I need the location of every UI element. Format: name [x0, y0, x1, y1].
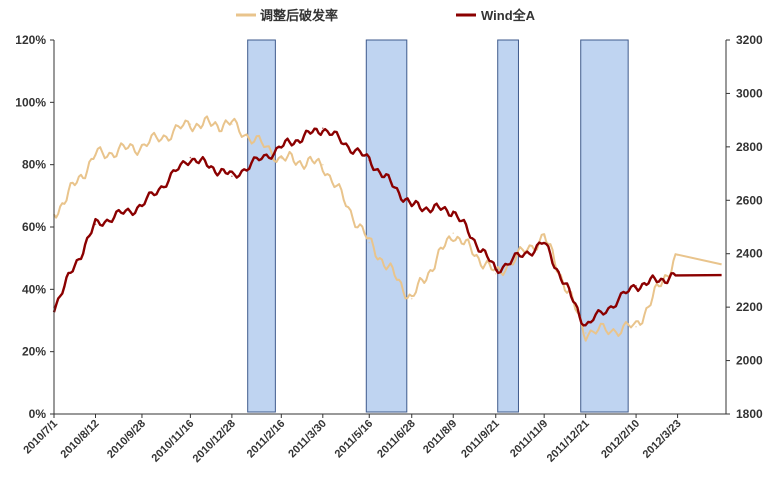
x-tick-label: 2012/3/23	[641, 418, 684, 461]
legend-label-1: 调整后破发率	[260, 8, 338, 23]
y-right-tick-label: 2600	[736, 193, 763, 207]
x-tick-label: 2010/7/1	[21, 418, 60, 457]
y-right-tick-label: 2000	[736, 354, 763, 368]
data-point-s1-8	[410, 297, 413, 300]
data-point-s1-10	[494, 272, 497, 275]
x-tick-label: 2011/5/16	[333, 418, 376, 461]
data-point-s2-12	[584, 325, 587, 327]
data-point-s2-14	[676, 274, 679, 276]
data-point-s1-13	[635, 325, 637, 328]
shaded-region-2	[365, 39, 408, 413]
y-right-tick-label: 3000	[736, 86, 763, 100]
data-point-s1-11	[543, 235, 545, 238]
y-left-tick-label: 80%	[22, 158, 46, 172]
data-point-s1-1	[94, 154, 97, 157]
y-right-tick-label: 2400	[736, 247, 763, 261]
x-tick-label: 2010/9/28	[105, 418, 148, 461]
shaded-regions	[247, 39, 629, 413]
y-left-tick-label: 120%	[15, 33, 46, 47]
data-point-s2-13	[635, 284, 637, 287]
y-right-tick-label: 1800	[736, 407, 763, 421]
data-point-s1-7	[368, 241, 371, 244]
data-point-s1-6	[322, 163, 324, 166]
x-tick-label: 2012/2/10	[599, 418, 642, 461]
data-point-s2-5	[280, 146, 283, 148]
y-left-tick-label: 100%	[15, 95, 46, 109]
data-point-s1-12	[584, 332, 587, 334]
x-tick-label: 2011/8/9	[421, 418, 459, 456]
data-point-s2-9	[452, 210, 455, 212]
data-point-s1-3	[189, 123, 192, 125]
data-point-s2-10	[494, 268, 497, 271]
data-point-s1-4	[231, 123, 233, 125]
shaded-region-3	[497, 39, 519, 413]
x-tick-label: 2010/11/16	[150, 418, 197, 465]
shaded-region-1	[247, 39, 276, 413]
data-point-s2-8	[410, 204, 413, 207]
y-right-tick-label: 2800	[736, 140, 763, 154]
x-tick-label: 2011/3/30	[286, 418, 329, 461]
series-line-2	[52, 127, 722, 327]
y-right-tick-label: 3200	[736, 33, 763, 47]
y-left-tick-label: 20%	[22, 345, 46, 359]
y-left-tick-label: 60%	[22, 220, 46, 234]
x-tick-label: 2011/12/21	[545, 418, 592, 465]
x-tick-label: 2011/11/9	[508, 418, 550, 460]
x-tick-label: 2010/12/28	[191, 418, 238, 465]
y-left-tick-label: 40%	[22, 282, 46, 296]
x-tick-label: 2011/9/21	[459, 418, 502, 461]
data-point-s2-3	[189, 156, 192, 159]
x-tick-label: 2011/2/16	[245, 418, 288, 461]
x-tick-label: 2010/8/12	[59, 418, 102, 461]
data-point-s2-7	[368, 159, 371, 162]
data-point-s2-4	[231, 175, 233, 178]
data-point-s1-9	[452, 232, 455, 235]
series-lines	[52, 115, 722, 342]
data-point-s1-2	[141, 145, 143, 147]
legend: 调整后破发率 Wind全A	[236, 8, 536, 23]
y-left-tick-label: 0%	[29, 407, 47, 421]
data-point-s2-6	[322, 127, 324, 129]
data-point-s1-14	[676, 254, 679, 256]
data-point-s2-11	[543, 242, 545, 244]
y-right-tick-label: 2200	[736, 300, 763, 314]
data-point-s1-5	[280, 157, 283, 160]
data-point-s2-1	[94, 223, 97, 226]
data-point-s2-2	[141, 204, 143, 207]
x-tick-label: 2011/6/28	[375, 418, 418, 461]
shaded-region-4	[580, 39, 629, 413]
legend-label-2: Wind全A	[481, 8, 536, 23]
